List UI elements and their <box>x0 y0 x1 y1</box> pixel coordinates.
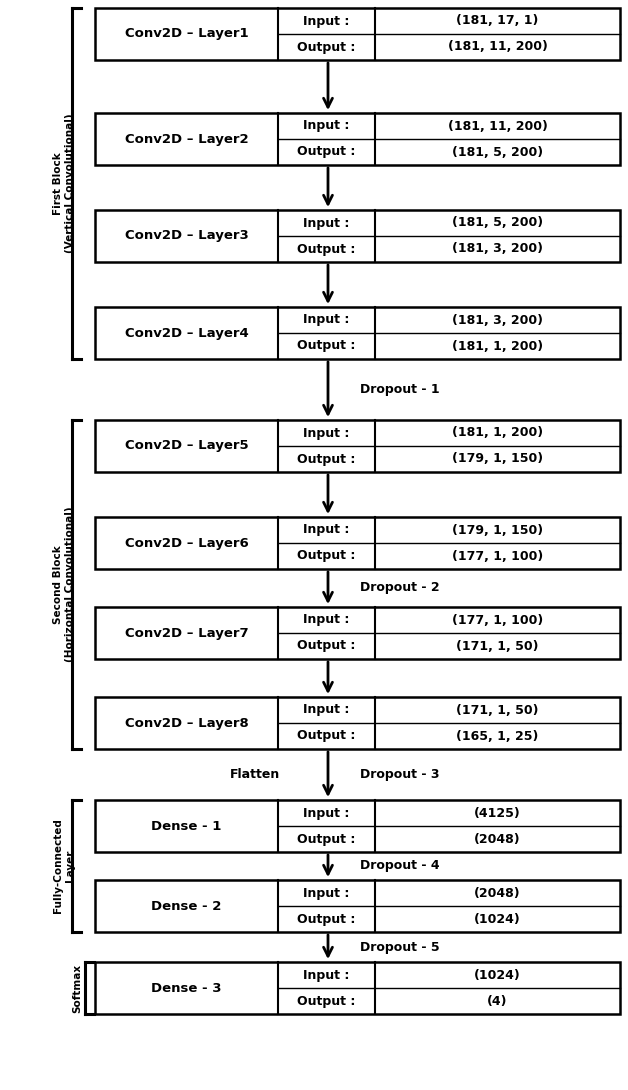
Text: Output :: Output : <box>297 833 355 846</box>
Text: (177, 1, 100): (177, 1, 100) <box>452 614 543 627</box>
Text: (181, 3, 200): (181, 3, 200) <box>452 242 543 255</box>
Text: (179, 1, 150): (179, 1, 150) <box>452 452 543 465</box>
Bar <box>95 8 620 60</box>
Text: (181, 11, 200): (181, 11, 200) <box>448 120 548 133</box>
Text: Input :: Input : <box>303 523 350 536</box>
Text: Dense - 3: Dense - 3 <box>151 981 222 994</box>
Text: (171, 1, 50): (171, 1, 50) <box>457 703 539 716</box>
Text: Input :: Input : <box>303 969 350 981</box>
Text: Conv2D – Layer3: Conv2D – Layer3 <box>124 230 249 242</box>
Text: Dropout - 2: Dropout - 2 <box>360 581 440 594</box>
Text: Conv2D – Layer7: Conv2D – Layer7 <box>125 627 248 640</box>
Bar <box>95 962 620 1014</box>
Text: Output :: Output : <box>297 549 355 562</box>
Text: (4): (4) <box>487 994 508 1007</box>
Text: (171, 1, 50): (171, 1, 50) <box>457 640 539 653</box>
Text: Output :: Output : <box>297 145 355 158</box>
Text: (2048): (2048) <box>474 886 521 899</box>
Text: Conv2D – Layer8: Conv2D – Layer8 <box>124 716 249 729</box>
Text: (181, 5, 200): (181, 5, 200) <box>452 217 543 230</box>
Text: (179, 1, 150): (179, 1, 150) <box>452 523 543 536</box>
Bar <box>95 517 620 569</box>
Text: Conv2D – Layer4: Conv2D – Layer4 <box>124 327 249 339</box>
Text: Input :: Input : <box>303 703 350 716</box>
Text: Output :: Output : <box>297 40 355 53</box>
Text: Output :: Output : <box>297 339 355 352</box>
Bar <box>95 607 620 659</box>
Text: Dropout - 5: Dropout - 5 <box>360 941 440 954</box>
Text: (181, 17, 1): (181, 17, 1) <box>457 14 539 27</box>
Text: Dropout - 4: Dropout - 4 <box>360 860 440 872</box>
Text: Input :: Input : <box>303 217 350 230</box>
Text: Dropout - 1: Dropout - 1 <box>360 383 440 396</box>
Text: (165, 1, 25): (165, 1, 25) <box>457 729 539 742</box>
Text: (1024): (1024) <box>474 969 521 981</box>
Text: Input :: Input : <box>303 314 350 327</box>
Text: (181, 5, 200): (181, 5, 200) <box>452 145 543 158</box>
Bar <box>95 800 620 852</box>
Text: (181, 1, 200): (181, 1, 200) <box>452 339 543 352</box>
Text: Output :: Output : <box>297 912 355 925</box>
Text: Conv2D – Layer1: Conv2D – Layer1 <box>125 27 248 40</box>
Text: First Block
(Vertical Convolutional): First Block (Vertical Convolutional) <box>53 113 75 253</box>
Text: Conv2D – Layer5: Conv2D – Layer5 <box>125 439 248 452</box>
Text: (177, 1, 100): (177, 1, 100) <box>452 549 543 562</box>
Bar <box>95 880 620 932</box>
Text: Output :: Output : <box>297 729 355 742</box>
Text: Output :: Output : <box>297 452 355 465</box>
Text: (4125): (4125) <box>474 807 521 820</box>
Text: Dense - 2: Dense - 2 <box>151 899 222 912</box>
Text: (181, 1, 200): (181, 1, 200) <box>452 426 543 439</box>
Text: Fully-Connected
Layer: Fully-Connected Layer <box>53 819 75 913</box>
Text: Dropout - 3: Dropout - 3 <box>360 768 440 782</box>
Text: Conv2D – Layer2: Conv2D – Layer2 <box>125 133 248 145</box>
Text: (1024): (1024) <box>474 912 521 925</box>
Bar <box>95 113 620 165</box>
Bar <box>95 697 620 749</box>
Text: Output :: Output : <box>297 640 355 653</box>
Bar <box>95 420 620 472</box>
Text: Softmax: Softmax <box>72 964 82 1013</box>
Text: (2048): (2048) <box>474 833 521 846</box>
Text: Second Block
(Horizontal Convolutional): Second Block (Horizontal Convolutional) <box>53 507 75 663</box>
Text: Output :: Output : <box>297 242 355 255</box>
Text: (181, 11, 200): (181, 11, 200) <box>448 40 548 53</box>
Bar <box>95 210 620 262</box>
Text: (181, 3, 200): (181, 3, 200) <box>452 314 543 327</box>
Text: Dense - 1: Dense - 1 <box>151 820 222 833</box>
Text: Input :: Input : <box>303 426 350 439</box>
Text: Output :: Output : <box>297 994 355 1007</box>
Text: Flatten: Flatten <box>230 768 280 782</box>
Text: Input :: Input : <box>303 807 350 820</box>
Text: Input :: Input : <box>303 614 350 627</box>
Bar <box>95 307 620 359</box>
Text: Input :: Input : <box>303 14 350 27</box>
Text: Input :: Input : <box>303 120 350 133</box>
Text: Input :: Input : <box>303 886 350 899</box>
Text: Conv2D – Layer6: Conv2D – Layer6 <box>124 536 249 549</box>
